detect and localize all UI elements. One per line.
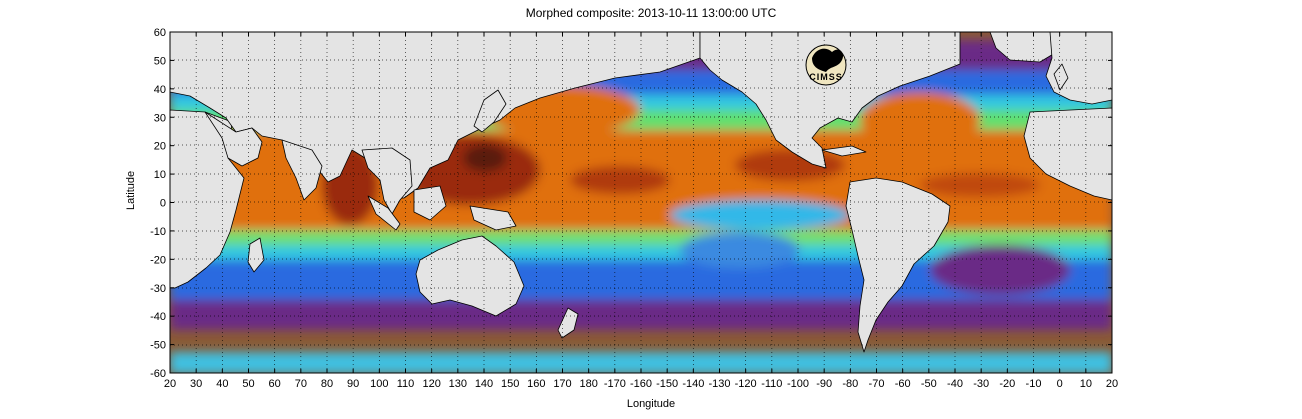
land-sumatra — [367, 195, 401, 231]
land-south-america — [845, 177, 951, 353]
lon-tick-label: -110 — [761, 378, 782, 390]
land-india — [281, 139, 323, 201]
lon-tick-label: 10 — [1080, 378, 1092, 390]
cimss-logo-text: CIMSS — [809, 72, 843, 82]
typhoon-core — [463, 144, 507, 172]
lat-tick-label: 40 — [154, 84, 166, 96]
lat-tick-label: 0 — [160, 198, 166, 210]
lon-tick-label: -20 — [999, 378, 1015, 390]
central-pacific-core — [570, 166, 670, 194]
graticule-meridians — [195, 32, 1087, 373]
lon-tick-label: -30 — [973, 378, 989, 390]
land-north-africa — [1023, 107, 1112, 201]
land-new-zealand — [557, 307, 579, 339]
land-madagascar — [247, 237, 265, 273]
land-cuba-caribbean — [821, 145, 867, 157]
map-title: Morphed composite: 2013-10-11 13:00:00 U… — [525, 6, 777, 20]
y-axis-label: Latitude — [125, 170, 137, 210]
south-polar-strip — [170, 352, 1112, 373]
lon-tick-label: -60 — [895, 378, 911, 390]
lat-tick-label: 30 — [154, 112, 166, 124]
lon-tick-label: -130 — [708, 378, 730, 390]
lon-tick-label: 40 — [216, 378, 228, 390]
lon-tick-label: -140 — [682, 378, 704, 390]
east-pacific-dry — [670, 200, 850, 230]
lon-tick-label: 30 — [190, 378, 202, 390]
lat-tick-label: -60 — [150, 368, 166, 380]
lon-tick-label: 150 — [501, 378, 519, 390]
land-europe-west — [1045, 32, 1112, 105]
south-pacific-dry-wedge — [680, 232, 800, 268]
north-atlantic-moist — [860, 92, 980, 148]
lon-tick-label: 170 — [553, 378, 571, 390]
lon-tick-label: 60 — [269, 378, 281, 390]
lon-tick-label: 130 — [449, 378, 467, 390]
lon-tick-label: 140 — [475, 378, 493, 390]
land-masses — [170, 32, 1112, 353]
lon-tick-label: -150 — [656, 378, 678, 390]
cimss-logo: CIMSS — [805, 44, 847, 86]
lon-tick-label: 70 — [295, 378, 307, 390]
land-north-america — [699, 32, 961, 169]
longitude-ticks: 20 30 40 50 60 70 80 90 100 110 120 130 140 150 160 170… — [164, 32, 1118, 390]
x-axis-label: Longitude — [626, 398, 676, 410]
lat-tick-label: 60 — [154, 27, 166, 39]
lon-tick-label: -90 — [816, 378, 832, 390]
land-australia — [415, 235, 525, 317]
lon-tick-label: 160 — [527, 378, 545, 390]
lat-tick-label: -20 — [150, 254, 166, 266]
land-greenland — [989, 32, 1071, 63]
land-japan — [473, 89, 507, 133]
lat-tick-label: -50 — [150, 340, 166, 352]
lon-tick-label: 20 — [1106, 378, 1118, 390]
lat-tick-label: -30 — [150, 283, 166, 295]
lon-tick-label: 0 — [1057, 378, 1063, 390]
land-borneo — [413, 185, 447, 221]
lon-tick-label: -170 — [604, 378, 626, 390]
land-arabian-peninsula — [204, 111, 263, 167]
lat-tick-label: 10 — [154, 169, 166, 181]
south-atlantic-dry — [930, 245, 1070, 295]
lon-tick-label: 50 — [242, 378, 254, 390]
lon-tick-label: 90 — [347, 378, 359, 390]
latitude-ticks: 60 50 40 30 20 10 0 -10 -20 -30 -40 -50 -60 — [150, 27, 1112, 380]
lon-tick-label: -80 — [842, 378, 858, 390]
atlantic-itcz-core — [920, 173, 1040, 197]
lon-tick-label: 20 — [164, 378, 176, 390]
lon-tick-label: -70 — [869, 378, 885, 390]
land-new-guinea — [469, 205, 517, 231]
lat-tick-label: 50 — [154, 55, 166, 67]
lon-tick-label: -160 — [630, 378, 652, 390]
lon-tick-label: 180 — [579, 378, 597, 390]
lon-tick-label: -10 — [1026, 378, 1042, 390]
lon-tick-label: -40 — [947, 378, 963, 390]
east-pacific-core — [735, 149, 845, 181]
lon-tick-label: -120 — [735, 378, 757, 390]
lon-tick-label: -50 — [921, 378, 937, 390]
land-uk — [1053, 63, 1069, 91]
lon-tick-label: 110 — [397, 378, 415, 390]
lon-tick-label: 120 — [422, 378, 440, 390]
lat-tick-label: -40 — [150, 311, 166, 323]
lon-tick-label: -100 — [787, 378, 809, 390]
lat-tick-label: -10 — [150, 226, 166, 238]
lat-tick-label: 20 — [154, 141, 166, 153]
lon-tick-label: 80 — [321, 378, 333, 390]
lon-tick-label: 100 — [370, 378, 388, 390]
